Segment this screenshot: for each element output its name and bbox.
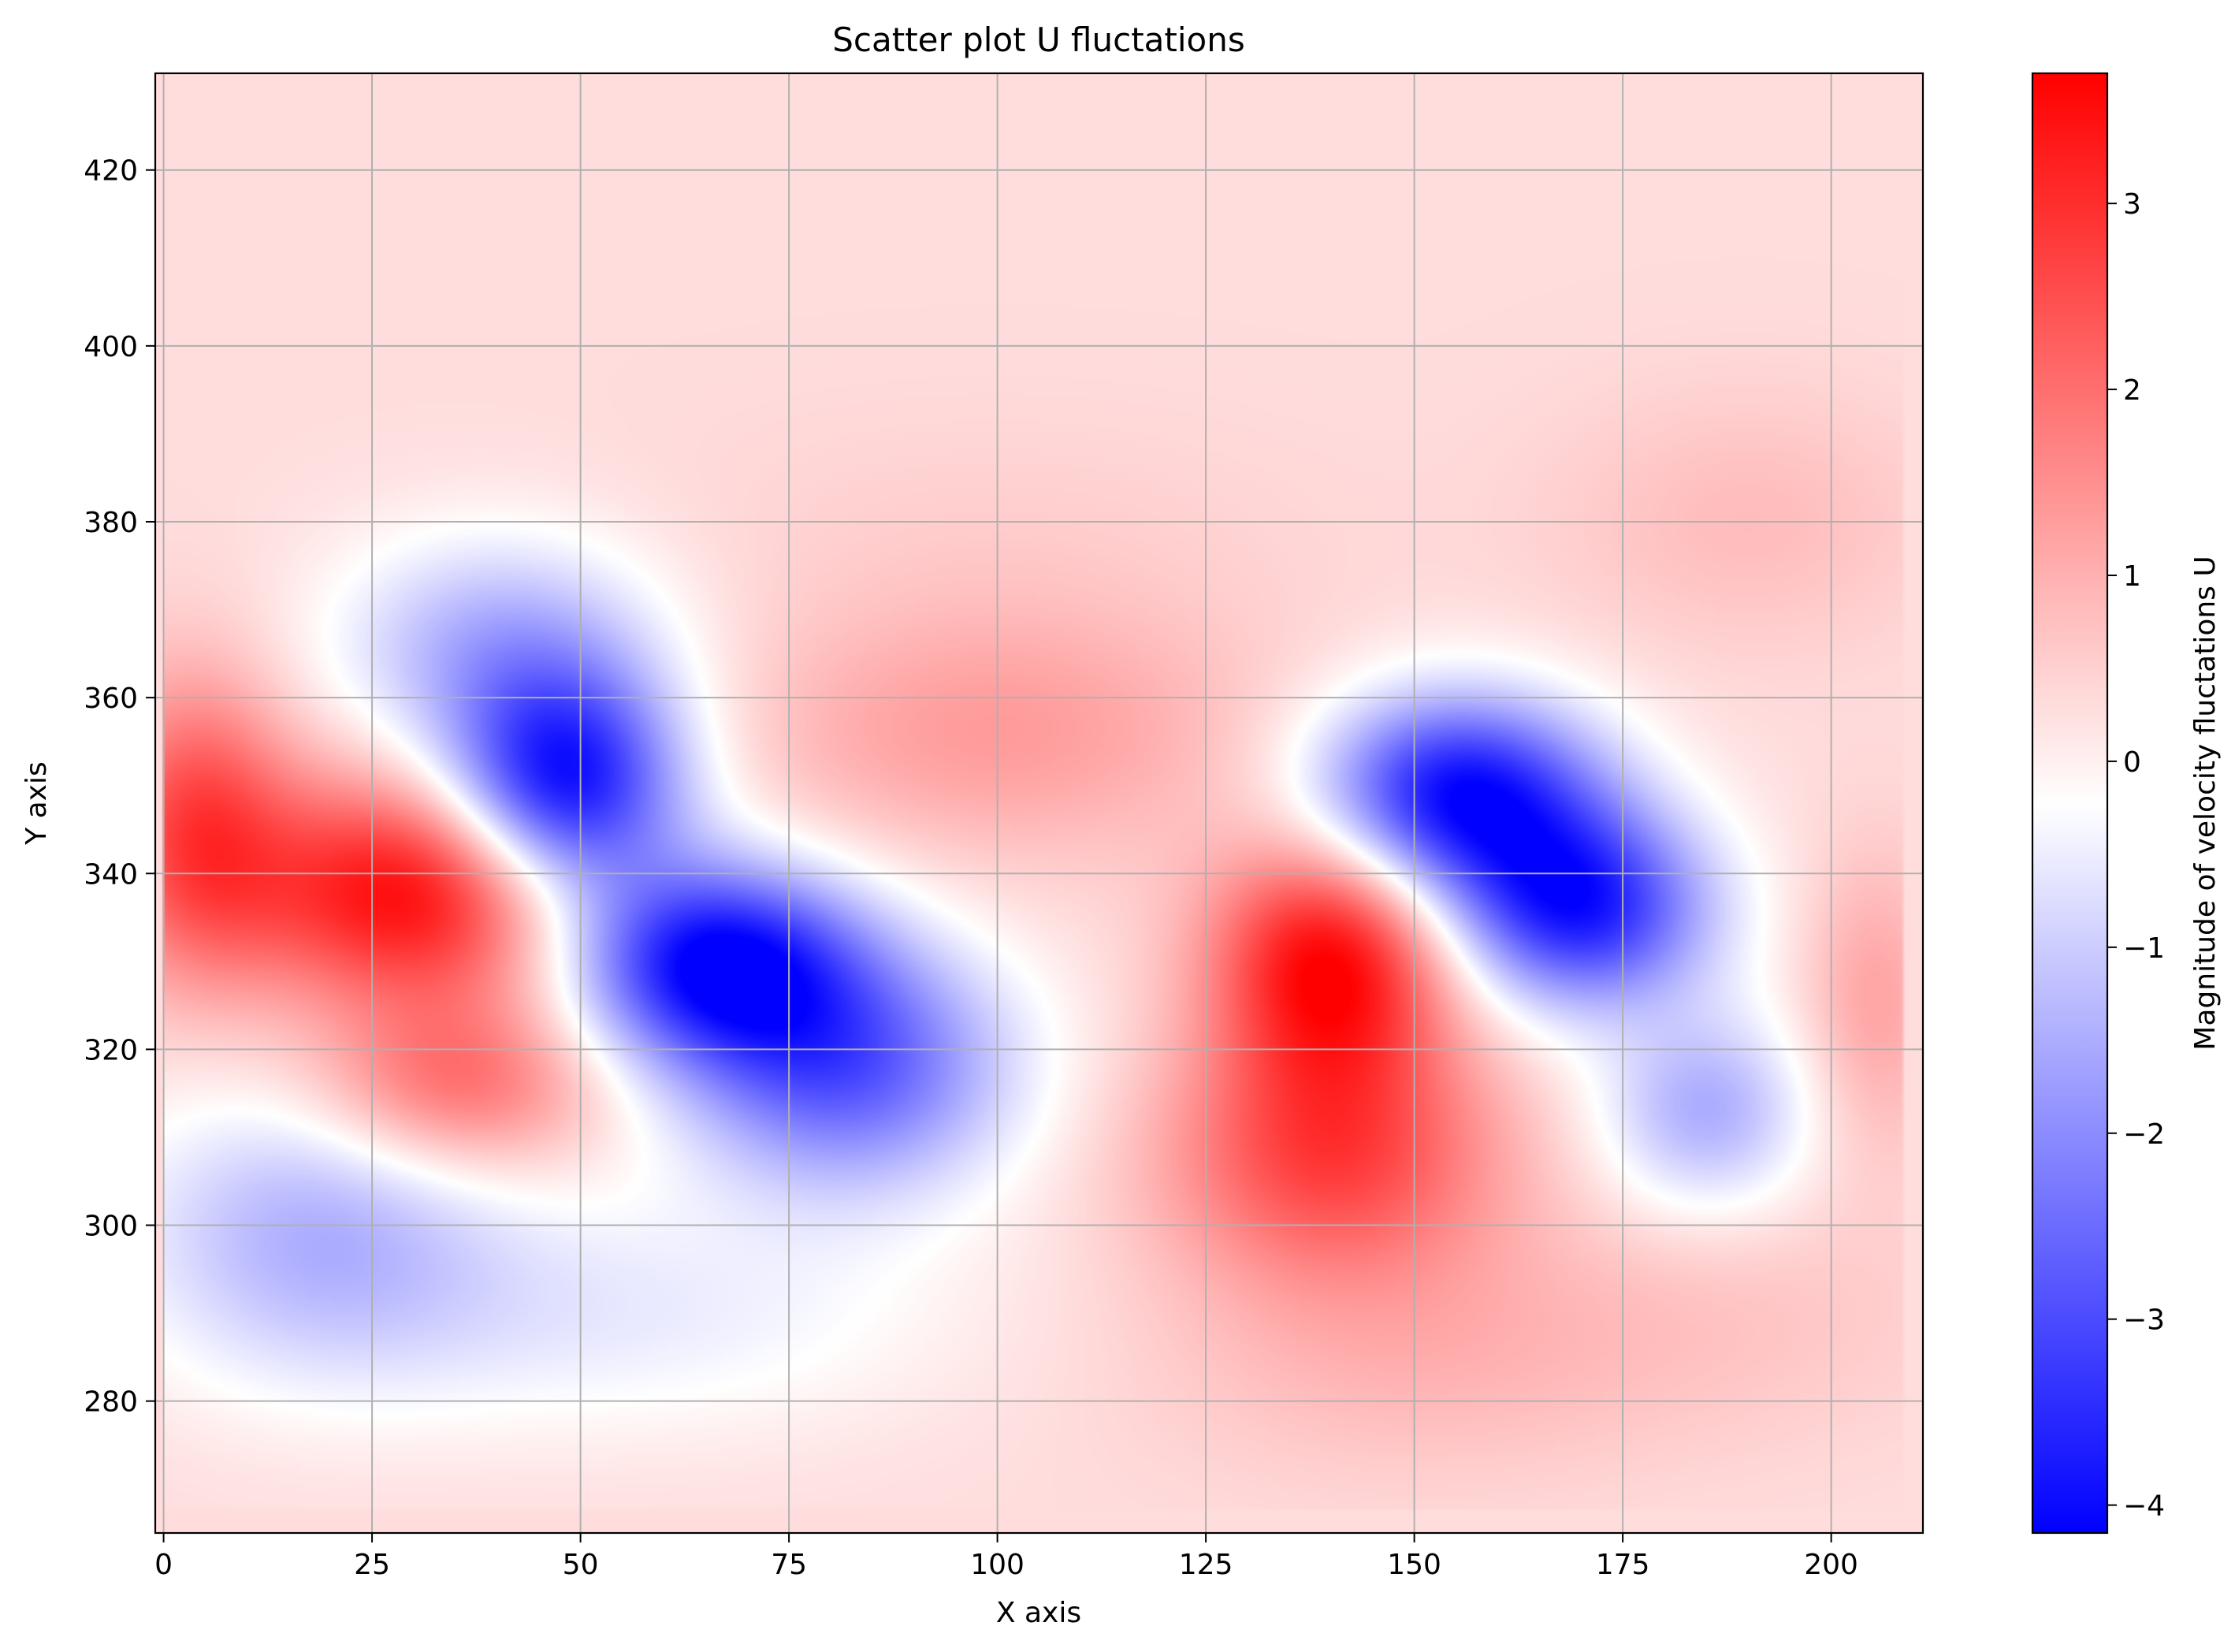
colorbar-tick-label: 2	[2123, 374, 2141, 407]
y-tick-label: 360	[84, 683, 138, 715]
colorbar-tick-label: 1	[2123, 560, 2141, 593]
x-tick-label: 150	[1387, 1549, 1441, 1581]
colorbar-tick-label: −3	[2123, 1304, 2165, 1337]
colorbar-tick-label: 3	[2123, 188, 2141, 221]
heatmap-image	[155, 73, 1923, 1533]
x-tick-label: 50	[563, 1549, 599, 1581]
colorbar: 3 2 1 0 −1 −2 −3 −4 Magnitude of velocity fluct…	[2031, 72, 2222, 1535]
x-tick-label: 175	[1596, 1549, 1650, 1581]
colorbar-label: Magnitude of velocity fluctations U	[2189, 556, 2222, 1050]
x-axis-label: X axis	[996, 1597, 1081, 1629]
colorbar-tick-label: 0	[2123, 746, 2141, 779]
y-axis-label: Y axis	[20, 761, 53, 846]
y-tick-label: 400	[84, 331, 138, 363]
y-tick-label: 340	[84, 858, 138, 891]
x-tick-label: 125	[1179, 1549, 1233, 1581]
colorbar-gradient	[2032, 73, 2107, 1533]
colorbar-tick-label: −2	[2123, 1118, 2165, 1151]
y-tick-label: 280	[84, 1386, 138, 1419]
chart-title: Scatter plot U fluctations	[832, 20, 1245, 59]
x-tick-label: 75	[771, 1549, 807, 1581]
colorbar-tick-label: −4	[2123, 1490, 2165, 1523]
plot-frame	[154, 72, 1924, 1535]
y-axis-ticks: 280 300 320 340 360 380 400 420	[84, 155, 155, 1419]
grid-lines	[155, 73, 1923, 1533]
y-tick-label: 380	[84, 507, 138, 539]
x-tick-label: 0	[154, 1549, 173, 1581]
y-tick-label: 320	[84, 1034, 138, 1066]
colorbar-tick-label: −1	[2123, 932, 2165, 965]
x-axis-ticks: 0 25 50 75 100 125 150 175 200	[154, 1533, 1858, 1581]
y-tick-label: 420	[84, 155, 138, 188]
plot-area: 0 25 50 75 100 125 150 175 200 280 300 320 340 360 38…	[84, 72, 1924, 1581]
x-tick-label: 100	[970, 1549, 1025, 1581]
colorbar-ticks: 3 2 1 0 −1 −2 −3 −4	[2107, 188, 2165, 1523]
x-tick-label: 25	[354, 1549, 390, 1581]
colorbar-frame	[2031, 72, 2109, 1535]
y-tick-label: 300	[84, 1211, 138, 1243]
x-tick-label: 200	[1804, 1549, 1858, 1581]
